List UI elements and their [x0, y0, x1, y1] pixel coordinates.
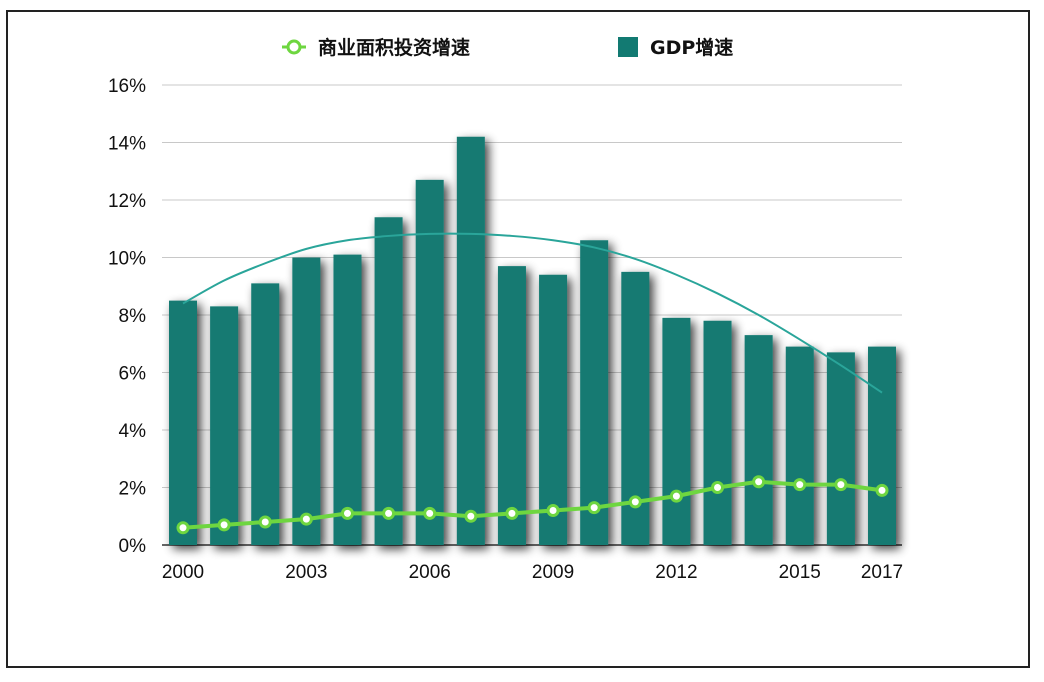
line-point: [875, 483, 889, 497]
line-point: [258, 515, 272, 529]
line-point: [834, 478, 848, 492]
bar: [826, 352, 855, 545]
line-point: [628, 495, 642, 509]
legend-line-marker: [286, 39, 302, 55]
legend-label-bar: GDP增速: [650, 36, 733, 59]
line-point: [464, 509, 478, 523]
bar: [868, 346, 896, 545]
legend-label-line: 商业面积投资增速: [318, 36, 470, 59]
x-tick-label: 2006: [409, 562, 451, 583]
x-tick-label: 2017: [861, 562, 903, 583]
bar: [415, 179, 444, 545]
bar: [456, 136, 485, 545]
legend: 商业面积投资增速 GDP增速: [282, 36, 733, 59]
legend-item-line: 商业面积投资增速: [282, 36, 470, 59]
bar-series: [169, 136, 896, 545]
y-tick-label: 14%: [108, 134, 146, 155]
line-point: [340, 506, 354, 520]
bar: [292, 257, 321, 545]
x-tick-label: 2015: [779, 562, 821, 583]
line-point: [423, 506, 437, 520]
line-point: [793, 478, 807, 492]
line-point: [299, 512, 313, 526]
x-tick-label: 2009: [532, 562, 574, 583]
y-tick-label: 12%: [108, 191, 146, 212]
x-axis: 2000 2003 2006 2009 2012 2015 2017: [162, 562, 903, 583]
y-tick-label: 6%: [119, 364, 147, 385]
bar: [703, 320, 732, 545]
line-point: [669, 489, 683, 503]
line-point: [382, 506, 396, 520]
legend-item-bar: GDP增速: [618, 36, 733, 59]
bar: [785, 346, 814, 545]
y-tick-label: 0%: [119, 536, 147, 557]
x-tick-label: 2003: [285, 562, 327, 583]
bar: [333, 254, 362, 545]
y-tick-label: 10%: [108, 249, 146, 270]
trendline: [182, 232, 883, 394]
line-point: [505, 506, 519, 520]
legend-bar-swatch: [618, 37, 638, 57]
bar: [580, 240, 609, 545]
line-point: [546, 504, 560, 517]
line-series: [176, 475, 889, 535]
y-tick-label: 8%: [119, 306, 147, 327]
line-point: [752, 475, 766, 489]
y-tick-label: 4%: [119, 421, 147, 442]
grid: [162, 84, 902, 546]
line-point: [176, 521, 190, 535]
y-tick-label: 2%: [119, 479, 147, 500]
bar: [497, 266, 526, 545]
x-tick-label: 2012: [655, 562, 697, 583]
bar: [210, 306, 239, 545]
line-point: [587, 501, 601, 515]
bar: [251, 283, 280, 545]
series-line: [182, 479, 883, 530]
line-point: [711, 481, 725, 494]
bar: [662, 317, 691, 545]
line-point: [217, 518, 231, 532]
bar: [539, 274, 568, 545]
trendline-path: [182, 232, 883, 394]
bar: [744, 335, 773, 545]
bar: [169, 300, 197, 545]
x-tick-label: 2000: [162, 562, 204, 583]
bar: [374, 217, 403, 545]
y-tick-label: 16%: [108, 76, 146, 97]
y-axis: 0% 2% 4% 6% 8% 10% 12% 14% 16%: [108, 76, 146, 557]
